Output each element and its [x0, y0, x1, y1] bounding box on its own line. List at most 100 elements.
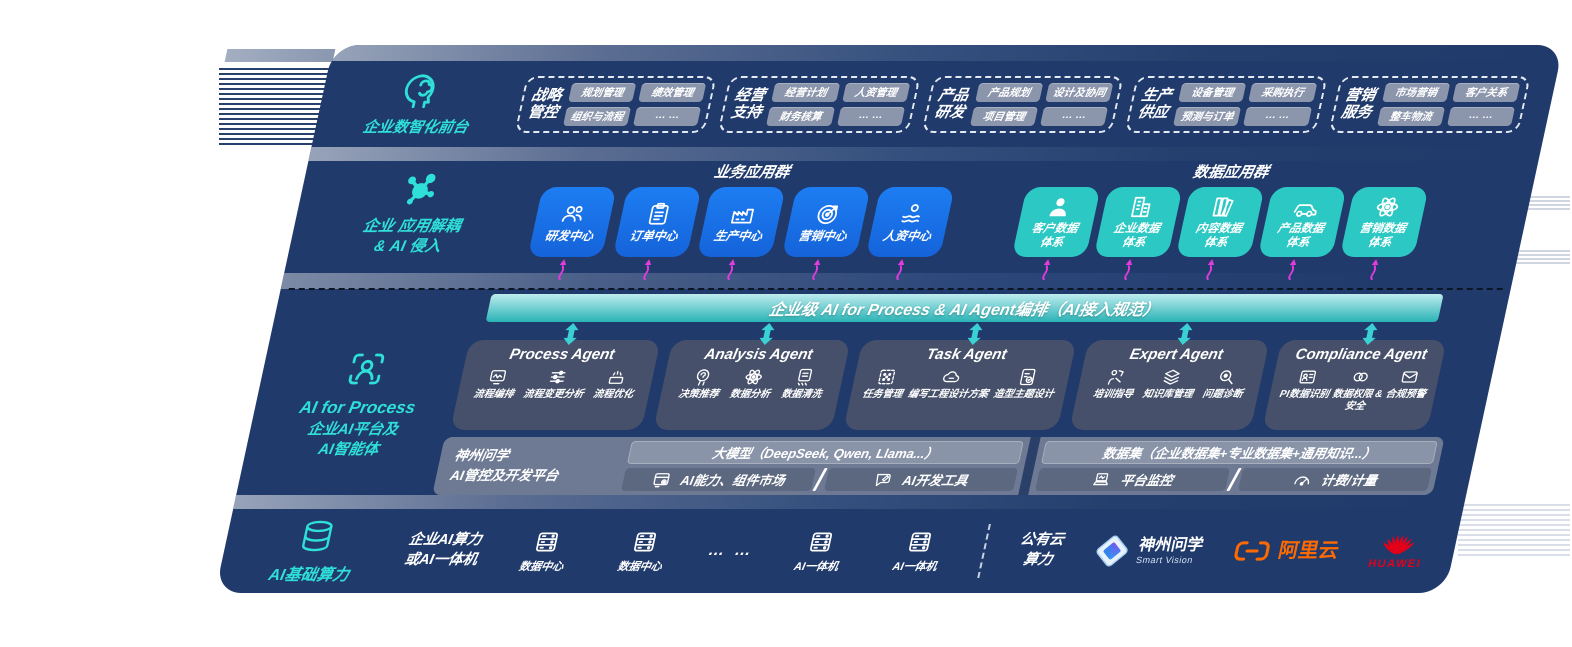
decouple-label-text: 企业 应用解耦 & AI 侵入	[361, 218, 463, 256]
infra-label-text: AI基础算力	[267, 566, 351, 584]
pink-arrow-icon	[1197, 258, 1224, 280]
books-icon	[1208, 194, 1240, 220]
database-icon	[296, 518, 340, 554]
agent-task: Task Agent 任务管理 编写工程设计方案 造型主题设计	[843, 323, 1077, 430]
chip: 项目管理	[969, 106, 1039, 126]
agent-item-label: 数据清洗	[780, 389, 823, 400]
agent-item-label: 培训指导	[1091, 389, 1135, 400]
agent-item: 造型主题设计	[992, 367, 1059, 401]
app-label: 企业数据 体系	[1112, 223, 1161, 249]
huawei-fan-icon	[1379, 531, 1419, 557]
target-icon	[812, 201, 844, 227]
group-production-supply: 生产 供应 设备管理 采购执行 预测与订单 … …	[1124, 75, 1328, 133]
platform-name: 神州问学 AI管控及开发平台	[448, 448, 560, 484]
app-box-rd-center: 研发中心	[527, 187, 617, 257]
agent-item-label: 数据分析	[728, 389, 772, 400]
node-label: 数据中心	[517, 560, 565, 573]
agent-item-label: 流程优化	[592, 389, 635, 400]
app-cell: 营销中心	[776, 187, 871, 280]
agent-item: 数据权限 & 安全	[1329, 367, 1389, 412]
cell-monitor: 平台监控	[1035, 468, 1230, 491]
knowledge-layers-icon	[1159, 367, 1183, 387]
server-icon	[531, 529, 563, 555]
agent-item-label: PI数据识别	[1278, 389, 1331, 400]
app-label: 营销中心	[797, 228, 849, 243]
slab-top-face	[233, 495, 1467, 509]
pink-arrow-icon	[802, 258, 829, 280]
data-box-enterprise: 企业数据 体系	[1093, 187, 1183, 257]
node-datacenter-2: 数据中心	[605, 529, 681, 574]
agent-title: Expert Agent	[1128, 346, 1225, 363]
front-office-label: 企业数智化前台	[313, 70, 528, 138]
smart-vision-sub: Smart Vision	[1135, 554, 1195, 565]
chip: 经营计划	[771, 82, 840, 102]
pink-arrow-icon	[1033, 258, 1060, 280]
data-app-group: 数据应用群 客户数据 体系 企业数据 体系	[1007, 161, 1435, 280]
chip: … …	[1446, 106, 1516, 126]
agent-title: Task Agent	[924, 346, 1009, 363]
node-label: AI一体机	[891, 560, 938, 573]
pink-arrow-icon	[1361, 258, 1388, 280]
building-icon	[1126, 194, 1158, 220]
cell-ai-market: AI能力、组件市场	[621, 468, 816, 491]
deco-top-face-extension	[224, 49, 336, 62]
alert-doc-icon	[1397, 367, 1421, 387]
layer-infrastructure: AI基础算力 企业AI算力 或AI一体机 数据中心 数据中心 … … AI一体机…	[215, 509, 1463, 593]
chip: 整车物流	[1376, 106, 1446, 126]
smart-vision-name: 神州问学	[1137, 537, 1206, 555]
ai-label-sub: 企业AI平台及 AI智能体	[305, 421, 400, 458]
chip: 客户关系	[1452, 82, 1521, 102]
ai-orchestration-banner: 企业级 AI for Process & AI Agent编排（AI接入规范）	[485, 294, 1444, 322]
permission-icon	[1349, 367, 1373, 387]
chip: 预测与订单	[1173, 106, 1242, 126]
factory-icon	[727, 201, 759, 227]
data-clean-icon	[793, 367, 817, 387]
cell-label: 平台监控	[1118, 473, 1175, 488]
person-scan-icon	[340, 348, 391, 390]
group-strategy-control: 战略 管控 规划管理 绩效管理 组织与流程 … …	[514, 75, 718, 133]
person-icon	[1044, 194, 1076, 220]
agent-title: Compliance Agent	[1293, 346, 1429, 363]
group-name: 营销 服务	[1339, 86, 1378, 121]
app-cell: 客户数据 体系	[1007, 187, 1101, 280]
decouple-label: 企业 应用解耦 & AI 侵入	[293, 169, 537, 257]
server-icon	[629, 529, 661, 555]
updown-arrow-icon	[962, 323, 989, 345]
app-cell: 内容数据 体系	[1171, 187, 1265, 280]
app-label: 生产中心	[712, 228, 764, 243]
smart-vision-diamond-icon	[1090, 533, 1134, 569]
front-groups: 战略 管控 规划管理 绩效管理 组织与流程 … … 经营 支持 经营计划 人资管…	[514, 75, 1557, 133]
agent-analysis: Analysis Agent 决策推荐 数据分析 数据清洗	[653, 323, 851, 430]
node-ai-appliance-1: AI一体机	[782, 529, 858, 574]
data-box-content: 内容数据 体系	[1175, 187, 1265, 257]
chip: 人资管理	[841, 82, 911, 102]
agent-item: 决策推荐	[677, 367, 724, 401]
cell-label: AI开发工具	[900, 473, 970, 488]
chip: … …	[836, 106, 905, 126]
app-box-marketing-center: 营销中心	[781, 187, 871, 257]
architecture-diagram: 企业数智化前台 战略 管控 规划管理 绩效管理 组织与流程 … … 经营 支持 …	[215, 45, 1564, 593]
app-label: 产品数据 体系	[1276, 223, 1325, 249]
app-label: 人资中心	[881, 228, 933, 243]
chip: 财务核算	[766, 106, 835, 126]
agent-title: Analysis Agent	[702, 346, 815, 363]
agent-item-label: 知识库管理	[1141, 389, 1194, 400]
layer-app-groups: 企业 应用解耦 & AI 侵入 业务应用群 研发中心	[281, 161, 1539, 289]
agent-item-label: 流程编排	[472, 389, 515, 400]
updown-arrow-icon	[557, 323, 584, 345]
chip: 采购执行	[1248, 82, 1317, 102]
agent-item: 知识库管理	[1141, 367, 1198, 401]
group-operation-support: 经营 支持 经营计划 人资管理 财务核算 … …	[717, 75, 921, 133]
app-cell: 订单中心	[607, 187, 702, 280]
agent-item-label: 编写工程设计方案	[906, 389, 990, 400]
agent-item-label: 流程变更分析	[522, 389, 585, 400]
cloud-icon	[940, 367, 964, 387]
design-doc-icon	[1015, 367, 1039, 387]
app-cell: 生产中心	[692, 187, 786, 280]
logo-huawei: HUAWEI	[1367, 531, 1428, 570]
decision-head-icon	[690, 367, 714, 387]
business-group-title: 业务应用群	[712, 164, 792, 181]
chip: 设备管理	[1178, 82, 1247, 102]
aliyun-name: 阿里云	[1276, 540, 1341, 562]
